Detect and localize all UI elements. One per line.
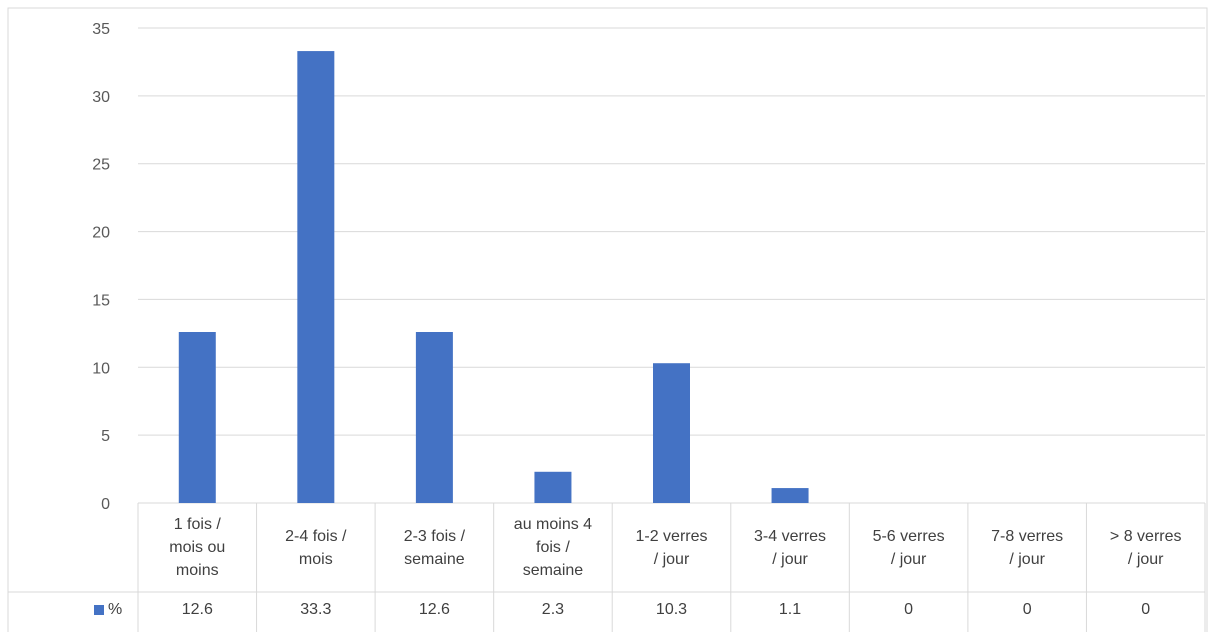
y-tick-label: 25 xyxy=(92,157,110,174)
bar xyxy=(653,363,690,503)
data-table-value: 1.1 xyxy=(778,601,802,618)
bar xyxy=(178,332,216,503)
legend-key: % xyxy=(94,601,122,619)
x-category-label: 2-3 fois / semaine xyxy=(403,527,466,568)
bar xyxy=(534,471,572,503)
data-table-grid xyxy=(7,503,1206,632)
x-category-label: au moins 4 fois / semaine xyxy=(513,516,593,579)
data-table-value: 0 xyxy=(1022,601,1032,618)
y-tick-label: 10 xyxy=(92,360,110,377)
data-table-value: 33.3 xyxy=(300,601,332,618)
data-table-value: 12.6 xyxy=(418,601,450,618)
bars xyxy=(178,51,809,503)
data-table-value: 2.3 xyxy=(541,601,565,618)
x-category-label: 2-4 fois / mois xyxy=(285,527,347,568)
bar xyxy=(415,332,453,503)
data-table-value: 10.3 xyxy=(655,601,688,618)
data-table-value: 12.6 xyxy=(181,601,213,618)
bar xyxy=(771,488,809,503)
y-tick-label: 15 xyxy=(92,292,110,309)
x-category-label: > 8 verres / jour xyxy=(1109,527,1182,568)
bar xyxy=(297,51,335,503)
x-category-label: 1 fois / mois ou moins xyxy=(169,516,226,579)
data-table-value: 0 xyxy=(904,601,914,618)
data-table-value: 0 xyxy=(1141,601,1151,618)
y-tick-label: 20 xyxy=(92,225,110,242)
chart-frame xyxy=(7,7,1208,632)
x-category-label: 1-2 verres / jour xyxy=(635,527,708,568)
x-category-label: 7-8 verres / jour xyxy=(991,527,1064,568)
x-category-label: 5-6 verres / jour xyxy=(872,527,945,568)
y-tick-label: 35 xyxy=(92,21,110,38)
y-tick-label: 5 xyxy=(101,428,110,445)
legend-label: % xyxy=(108,601,123,618)
y-tick-label: 30 xyxy=(92,89,110,106)
legend-swatch xyxy=(94,605,104,615)
y-tick-label: 0 xyxy=(101,496,110,513)
y-axis-ticks: 0 5 10 15 20 25 30 35 xyxy=(92,21,110,513)
x-category-label: 3-4 verres / jour xyxy=(754,527,827,568)
